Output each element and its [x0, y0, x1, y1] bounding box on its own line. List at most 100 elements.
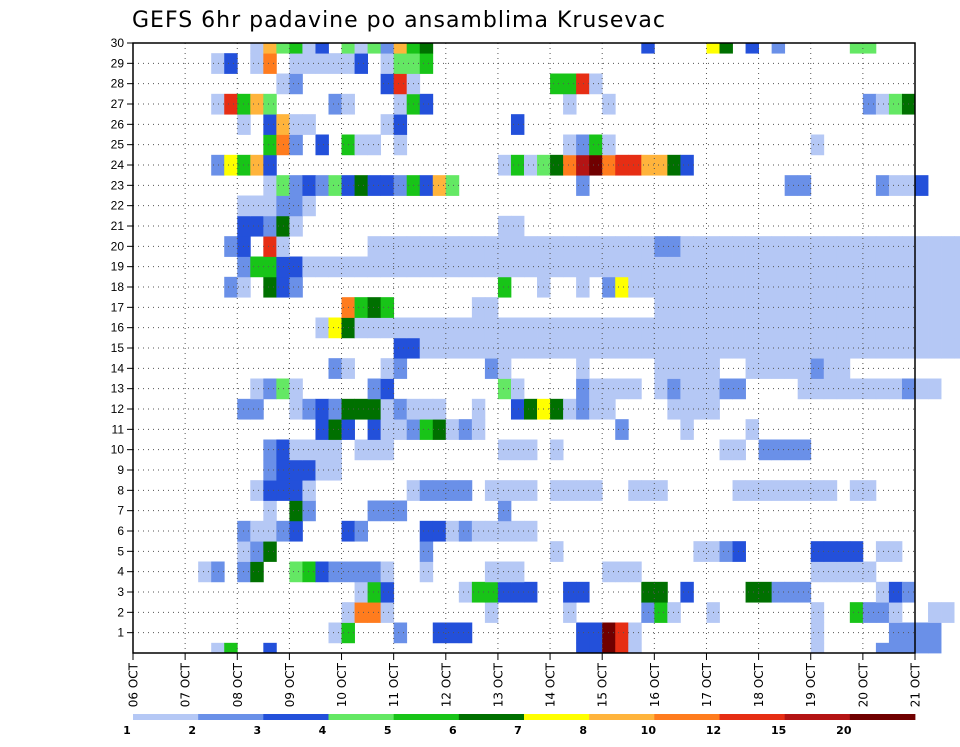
heatmap-cell [928, 378, 942, 400]
heatmap-cell [328, 561, 342, 583]
legend-swatch [719, 714, 786, 720]
heatmap-cell [784, 337, 799, 359]
heatmap-cell [289, 114, 303, 135]
heatmap-cell [849, 602, 864, 623]
heatmap-cell [484, 520, 499, 542]
legend-swatch [589, 714, 655, 720]
heatmap-cell [954, 256, 960, 278]
heatmap-cell [328, 93, 342, 115]
heatmap-cell [419, 337, 434, 359]
heatmap-cell [719, 337, 733, 359]
heatmap-cell [393, 622, 408, 644]
y-tick-label: 26 [111, 117, 125, 131]
heatmap-cell [484, 480, 499, 501]
heatmap-cell [810, 134, 825, 156]
heatmap-cell [302, 175, 316, 196]
legend-swatch [784, 714, 851, 720]
x-tick-label: 07 OCT [179, 662, 193, 707]
heatmap-cell [719, 256, 733, 278]
heatmap-cell [263, 642, 277, 654]
y-tick-label: 25 [111, 138, 125, 152]
heatmap-cell [524, 480, 538, 501]
heatmap-cell [524, 236, 538, 257]
heatmap-cell [758, 256, 773, 278]
legend-label: 7 [514, 724, 522, 737]
heatmap-cell [328, 256, 342, 278]
heatmap-cell [393, 317, 408, 339]
x-tick-label: 14 OCT [544, 662, 558, 707]
heatmap-cell [667, 398, 681, 420]
y-tick-label: 24 [111, 158, 125, 172]
heatmap-cell [289, 500, 303, 522]
heatmap-cell [654, 236, 668, 257]
heatmap-cell [550, 541, 564, 562]
heatmap-cell [432, 520, 447, 542]
heatmap-cell [654, 581, 668, 603]
heatmap-cell [654, 358, 668, 379]
heatmap-cell [289, 439, 303, 461]
heatmap-cell [810, 642, 825, 654]
heatmap-cell [419, 419, 434, 440]
heatmap-cell [563, 581, 577, 603]
heatmap-cell [289, 256, 303, 278]
heatmap-cell [862, 337, 877, 359]
heatmap-cell [380, 175, 395, 196]
heatmap-cell [810, 276, 825, 298]
heatmap-cell [888, 175, 903, 196]
heatmap-cell [211, 93, 225, 115]
heatmap-cell [849, 337, 864, 359]
heatmap-cell [862, 297, 877, 318]
heatmap-cell [432, 337, 447, 359]
heatmap-cell [550, 398, 564, 420]
heatmap-cell [758, 480, 773, 501]
heatmap-cell [211, 154, 225, 176]
heatmap-cell [888, 256, 903, 278]
heatmap-cell [693, 358, 707, 379]
heatmap-cell [497, 500, 512, 522]
heatmap-cell [797, 337, 812, 359]
heatmap-cell [524, 520, 538, 542]
heatmap-cell [954, 337, 960, 359]
heatmap-cell [524, 581, 538, 603]
heatmap-cell [784, 581, 799, 603]
heatmap-cell [497, 378, 512, 400]
legend-swatch [133, 714, 199, 720]
y-tick-label: 29 [111, 56, 125, 70]
heatmap-cell [380, 602, 395, 623]
heatmap-cell [680, 378, 694, 400]
heatmap-cell [328, 622, 342, 644]
heatmap-cell [589, 398, 603, 420]
heatmap-cell [354, 134, 368, 156]
heatmap-cell [302, 480, 316, 501]
heatmap-cell [732, 378, 746, 400]
heatmap-cell [432, 622, 447, 644]
heatmap-cell [367, 256, 382, 278]
heatmap-cell [380, 43, 395, 54]
heatmap-cell [354, 175, 368, 196]
heatmap-cell [941, 297, 955, 318]
heatmap-cell [458, 622, 473, 644]
y-tick-label: 7 [117, 504, 124, 518]
x-tick-label: 12 OCT [439, 662, 453, 707]
heatmap-cell [849, 561, 864, 583]
heatmap-cell [628, 276, 642, 298]
heatmap-cell [302, 398, 316, 420]
heatmap-cell [719, 541, 733, 562]
heatmap-cell [550, 154, 564, 176]
heatmap-cell [289, 520, 303, 542]
heatmap-cell [302, 114, 316, 135]
heatmap-cell [888, 276, 903, 298]
heatmap-cell [732, 236, 746, 257]
heatmap-cell [784, 439, 799, 461]
heatmap-cell [445, 236, 460, 257]
heatmap-cell [823, 337, 838, 359]
heatmap-cell [862, 256, 877, 278]
heatmap-cell [797, 297, 812, 318]
heatmap-cell [667, 337, 681, 359]
heatmap-cell [497, 317, 512, 339]
heatmap-cell [497, 581, 512, 603]
x-tick-label: 15 OCT [596, 662, 610, 707]
heatmap-cell [354, 439, 368, 461]
heatmap-cell [367, 317, 382, 339]
heatmap-cell [354, 398, 368, 420]
